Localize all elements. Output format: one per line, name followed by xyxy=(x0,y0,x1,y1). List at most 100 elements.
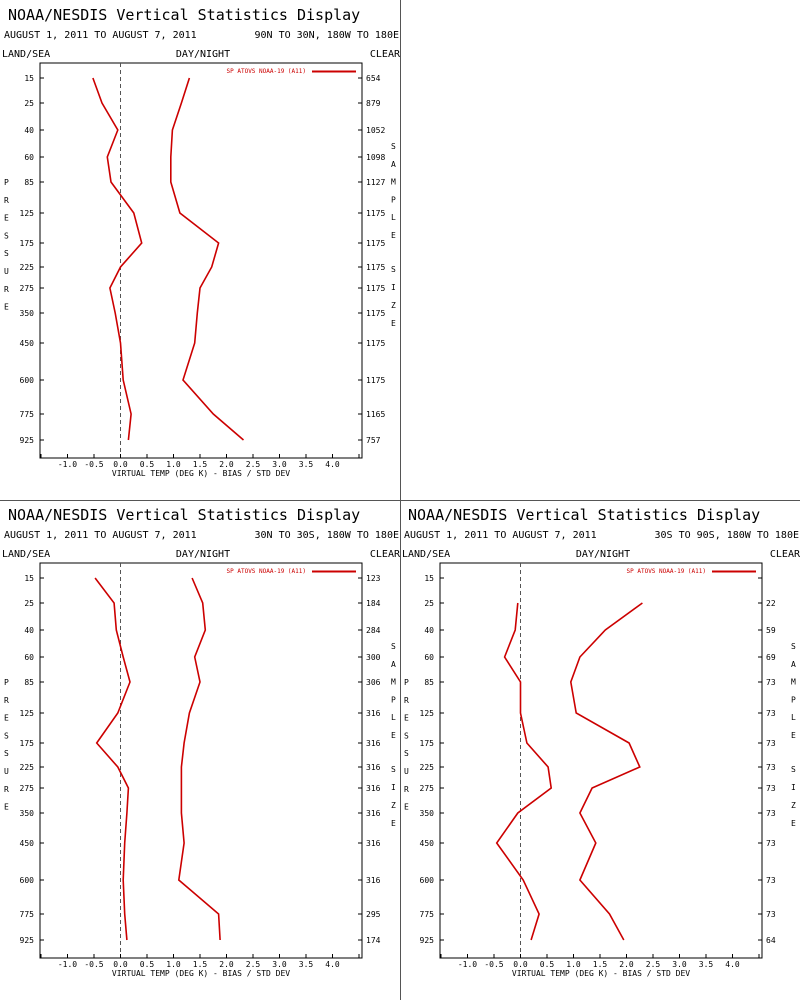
land-sea-label: LAND/SEA xyxy=(2,549,50,560)
x-tick-label: 1.0 xyxy=(166,960,181,969)
std-dev-line xyxy=(170,77,245,441)
pressure-tick-label: 175 xyxy=(20,239,35,248)
sample-size-label: 654 xyxy=(366,74,381,83)
sample-size-label: 316 xyxy=(366,709,381,718)
day-night-label: DAY/NIGHT xyxy=(176,49,230,60)
x-tick-label: -1.0 xyxy=(58,960,77,969)
pressure-axis-letter: P xyxy=(4,678,9,687)
pressure-tick-label: 775 xyxy=(420,910,435,919)
plot-frame xyxy=(39,562,363,959)
pressure-tick-label: 600 xyxy=(20,876,35,885)
pressure-axis-letter: U xyxy=(4,767,9,776)
sample-size-axis-letter: E xyxy=(391,819,396,828)
std-dev-line xyxy=(177,577,221,941)
sample-size-axis-letter: I xyxy=(391,283,396,292)
sample-size-label: 1175 xyxy=(366,376,385,385)
day-night-label: DAY/NIGHT xyxy=(576,549,630,560)
sample-size-label: 1175 xyxy=(366,263,385,272)
pressure-tick-label: 25 xyxy=(24,599,34,608)
pressure-tick-label: 15 xyxy=(24,574,34,583)
sample-size-axis-letter: S xyxy=(791,765,796,774)
pressure-axis-letter: E xyxy=(4,214,9,223)
sample-size-label: 316 xyxy=(366,784,381,793)
pressure-tick-label: 125 xyxy=(20,709,35,718)
sample-size-label: 73 xyxy=(766,809,776,818)
pressure-axis-letter: P xyxy=(4,178,9,187)
sample-size-label: 757 xyxy=(366,436,381,445)
x-tick-label: 2.5 xyxy=(646,960,661,969)
pressure-tick-label: 25 xyxy=(424,599,434,608)
legend-label: SP ATOVS NOAA-19 (A11) xyxy=(627,568,706,575)
date-range: AUGUST 1, 2011 TO AUGUST 7, 2011 xyxy=(4,530,197,541)
sample-size-axis-letter: S xyxy=(791,642,796,651)
sample-size-label: 1175 xyxy=(366,284,385,293)
pressure-axis-letter: R xyxy=(4,696,9,705)
pressure-tick-label: 60 xyxy=(24,653,34,662)
sample-size-label: 316 xyxy=(366,739,381,748)
pressure-tick-label: 350 xyxy=(20,309,35,318)
pressure-axis-letter: R xyxy=(404,696,409,705)
pressure-axis-letter: R xyxy=(4,785,9,794)
x-tick-label: 1.5 xyxy=(193,960,208,969)
pressure-axis-letter: S xyxy=(404,749,409,758)
vertical-stats-chart: NOAA/NESDIS Vertical Statistics Display A… xyxy=(402,506,800,978)
pressure-tick-label: 925 xyxy=(20,936,35,945)
x-tick-label: 1.5 xyxy=(593,960,608,969)
sample-size-axis-letter: L xyxy=(391,213,396,222)
pressure-tick-label: 60 xyxy=(424,653,434,662)
pressure-tick-label: 600 xyxy=(420,876,435,885)
pressure-tick-label: 225 xyxy=(20,263,35,272)
pressure-tick-label: 450 xyxy=(420,839,435,848)
vertical-stats-chart: NOAA/NESDIS Vertical Statistics Display A… xyxy=(2,6,401,478)
sample-size-label: 184 xyxy=(366,599,381,608)
x-tick-label: 2.0 xyxy=(219,460,234,469)
pressure-tick-label: 450 xyxy=(20,839,35,848)
sample-size-axis-letter: A xyxy=(391,160,396,169)
pressure-axis-letter: U xyxy=(4,267,9,276)
pressure-tick-label: 125 xyxy=(20,209,35,218)
sample-size-label: 879 xyxy=(366,99,381,108)
pressure-tick-label: 125 xyxy=(420,709,435,718)
pressure-tick-label: 15 xyxy=(424,574,434,583)
sample-size-label: 1052 xyxy=(366,126,385,135)
legend-label: SP ATOVS NOAA-19 (A11) xyxy=(227,68,306,75)
pressure-tick-label: 275 xyxy=(20,284,35,293)
pressure-axis-letter: S xyxy=(4,731,9,740)
pressure-tick-label: 450 xyxy=(20,339,35,348)
chart-title: NOAA/NESDIS Vertical Statistics Display xyxy=(408,506,760,524)
x-axis-label: VIRTUAL TEMP (DEG K) - BIAS / STD DEV xyxy=(112,469,290,478)
sample-size-axis-letter: E xyxy=(391,319,396,328)
pressure-axis-letter: R xyxy=(4,285,9,294)
sample-size-axis-letter: E xyxy=(791,819,796,828)
pressure-axis-letter: E xyxy=(404,803,409,812)
pressure-tick-label: 925 xyxy=(420,936,435,945)
bias-line xyxy=(94,577,131,941)
sample-size-label: 316 xyxy=(366,876,381,885)
x-tick-label: 3.5 xyxy=(699,960,714,969)
pressure-tick-label: 600 xyxy=(20,376,35,385)
sample-size-label: 295 xyxy=(366,910,381,919)
sample-size-axis-letter: P xyxy=(391,195,396,204)
x-tick-label: 1.0 xyxy=(566,960,581,969)
sample-size-axis-letter: P xyxy=(791,695,796,704)
sample-size-label: 316 xyxy=(366,763,381,772)
sample-size-label: 69 xyxy=(766,653,776,662)
sample-size-label: 1098 xyxy=(366,153,385,162)
sample-size-axis-letter: E xyxy=(391,731,396,740)
sample-size-axis-letter: Z xyxy=(391,801,396,810)
x-tick-label: 0.5 xyxy=(540,960,555,969)
sample-size-label: 73 xyxy=(766,739,776,748)
pressure-tick-label: 175 xyxy=(420,739,435,748)
x-tick-label: 2.5 xyxy=(246,960,261,969)
x-axis-label: VIRTUAL TEMP (DEG K) - BIAS / STD DEV xyxy=(112,969,290,978)
sample-size-axis-letter: Z xyxy=(391,301,396,310)
x-tick-label: 0.0 xyxy=(513,960,528,969)
pressure-tick-label: 275 xyxy=(420,784,435,793)
sample-size-axis-letter: E xyxy=(391,231,396,240)
pressure-axis-letter: U xyxy=(404,767,409,776)
sample-size-label: 73 xyxy=(766,784,776,793)
sample-size-label: 316 xyxy=(366,839,381,848)
pressure-axis-letter: R xyxy=(404,785,409,794)
x-tick-label: 2.5 xyxy=(246,460,261,469)
chart-title: NOAA/NESDIS Vertical Statistics Display xyxy=(8,6,360,24)
